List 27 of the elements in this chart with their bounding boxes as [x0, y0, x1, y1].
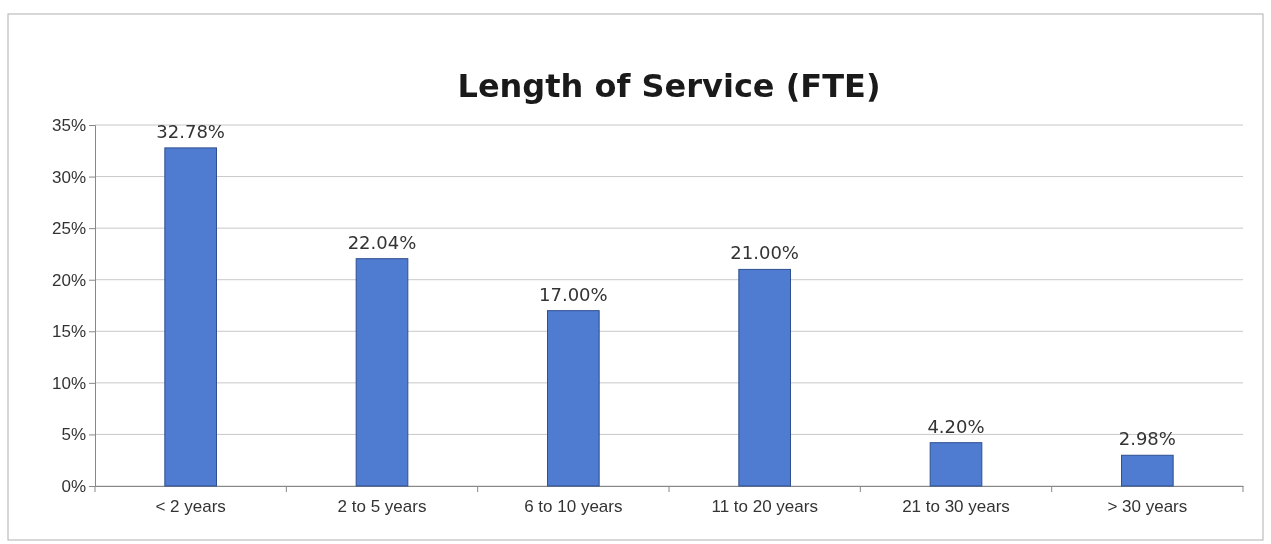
data-label: 4.20%: [927, 415, 985, 437]
bar: [164, 147, 217, 487]
y-tick-label: 20%: [51, 270, 86, 290]
data-label: 22.04%: [347, 231, 417, 253]
y-tick-label: 10%: [51, 373, 86, 393]
y-tick-label: 30%: [51, 167, 86, 187]
data-label: 17.00%: [539, 283, 608, 305]
x-tick-label: 21 to 30 years: [902, 497, 1010, 517]
x-tick-label: 11 to 20 years: [711, 497, 818, 517]
data-label: 21.00%: [730, 242, 799, 264]
data-label: 32.78%: [156, 120, 225, 142]
y-tick-label: 25%: [51, 219, 86, 239]
bar: [547, 310, 600, 487]
chart-title: Length of Service (FTE): [457, 67, 881, 105]
y-tick-label: 0%: [61, 476, 86, 496]
x-tick-label: 2 to 5 years: [337, 497, 427, 517]
bar: [1121, 454, 1174, 487]
bar: [738, 268, 791, 487]
bar: [355, 258, 409, 487]
y-tick-label: 5%: [61, 425, 86, 445]
bar: [929, 442, 983, 487]
y-tick-label: 15%: [51, 322, 86, 342]
x-tick-label: < 2 years: [155, 497, 226, 517]
x-tick-label: > 30 years: [1107, 497, 1188, 517]
y-tick-label: 35%: [51, 115, 86, 135]
x-tick-label: 6 to 10 years: [524, 497, 623, 517]
data-label: 2.98%: [1118, 428, 1176, 450]
